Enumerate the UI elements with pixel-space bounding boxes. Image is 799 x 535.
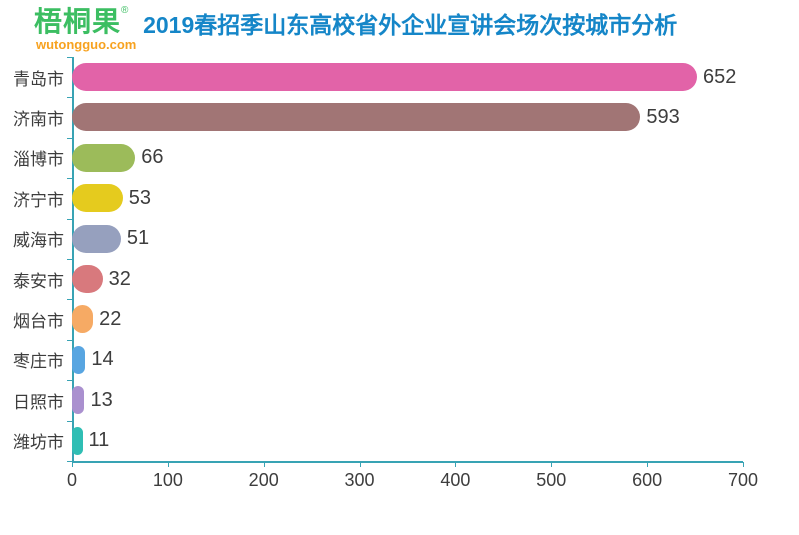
bar-烟台市[interactable] [72,305,94,334]
x-axis-tick [72,462,73,467]
bar-济南市[interactable] [72,103,641,132]
x-axis-tick-label: 700 [727,470,759,490]
y-axis-tick [67,178,72,180]
logo-text: 梧桐果® [34,6,136,36]
x-axis-tick-label: 400 [440,470,471,490]
wutongguo-logo: 梧桐果® wutongguo.com [34,6,137,52]
bar-row: 泰安市 32 [13,259,743,299]
category-label: 淄博市 [13,150,64,170]
bar-chart-plot-area: 青岛市 652 济南市 593 淄博市 66 济宁市 53 威海市 51 泰安市 32 烟台市 22 枣庄市… [13,57,758,490]
bar-row: 日照市 13 [13,380,743,420]
bar-row: 潍坊市 11 [13,421,743,461]
bar-row: 青岛市 652 [13,57,743,97]
value-label: 13 [90,388,113,411]
y-axis-tick [67,97,72,99]
y-axis-tick [67,57,72,58]
y-axis-tick [67,461,72,462]
bar-济宁市[interactable] [72,184,123,213]
x-axis-tick-label: 100 [152,470,183,490]
x-axis-tick-label: 200 [248,470,279,490]
y-axis-tick [67,299,72,301]
bar-row: 烟台市 22 [13,299,743,339]
value-label: 32 [108,267,131,290]
category-label: 日照市 [13,392,64,412]
y-axis-tick [67,339,72,341]
bar-row: 威海市 51 [13,219,743,259]
value-label: 53 [128,186,152,209]
x-axis-tick-label: 0 [66,470,78,490]
y-axis-tick [67,218,72,220]
category-label: 青岛市 [13,69,64,89]
x-axis-tick [167,462,169,467]
x-axis-tick-label: 300 [344,470,375,490]
value-label: 14 [91,348,114,371]
x-axis-tick-label: 500 [536,470,567,490]
value-label: 22 [99,307,122,330]
y-axis-tick [67,137,72,139]
x-axis-tick [455,462,457,467]
bar-青岛市[interactable] [72,63,697,91]
y-axis-line [72,57,74,461]
value-label: 66 [141,146,164,169]
category-label: 泰安市 [13,271,64,291]
bar-淄博市[interactable] [72,143,136,172]
value-label: 652 [702,65,737,88]
category-label: 烟台市 [13,311,64,331]
bar-潍坊市[interactable] [72,426,83,455]
registered-trademark-icon: ® [121,5,130,16]
category-label: 济南市 [13,109,64,129]
bar-row: 济宁市 53 [13,178,743,218]
x-axis-tick [743,462,744,467]
bar-枣庄市[interactable] [72,345,86,374]
x-axis-tick-label: 600 [632,470,663,490]
bar-泰安市[interactable] [72,265,103,293]
x-axis-line [72,461,743,463]
category-label: 济宁市 [13,190,64,210]
category-label: 枣庄市 [13,352,64,372]
logo-domain: wutongguo.com [36,37,137,52]
y-axis-tick [67,420,72,422]
chart-title: 2019春招季山东高校省外企业宣讲会场次按城市分析 [143,12,678,38]
value-label: 51 [126,227,150,250]
logo-brand-name: 梧桐果 [34,6,122,37]
category-label: 潍坊市 [13,433,64,453]
y-axis-tick [67,259,72,260]
value-label: 593 [646,105,680,128]
x-axis-tick [647,462,649,467]
x-axis-tick [263,462,265,467]
y-axis-tick [67,380,72,382]
bar-row: 枣庄市 14 [13,340,743,380]
bar-威海市[interactable] [72,224,121,253]
value-label: 11 [88,429,110,452]
x-axis-tick [551,462,553,467]
category-label: 威海市 [13,231,64,251]
bar-日照市[interactable] [72,386,85,415]
bar-row: 济南市 593 [13,97,743,137]
bar-row: 淄博市 66 [13,138,743,178]
x-axis-tick [359,462,361,467]
